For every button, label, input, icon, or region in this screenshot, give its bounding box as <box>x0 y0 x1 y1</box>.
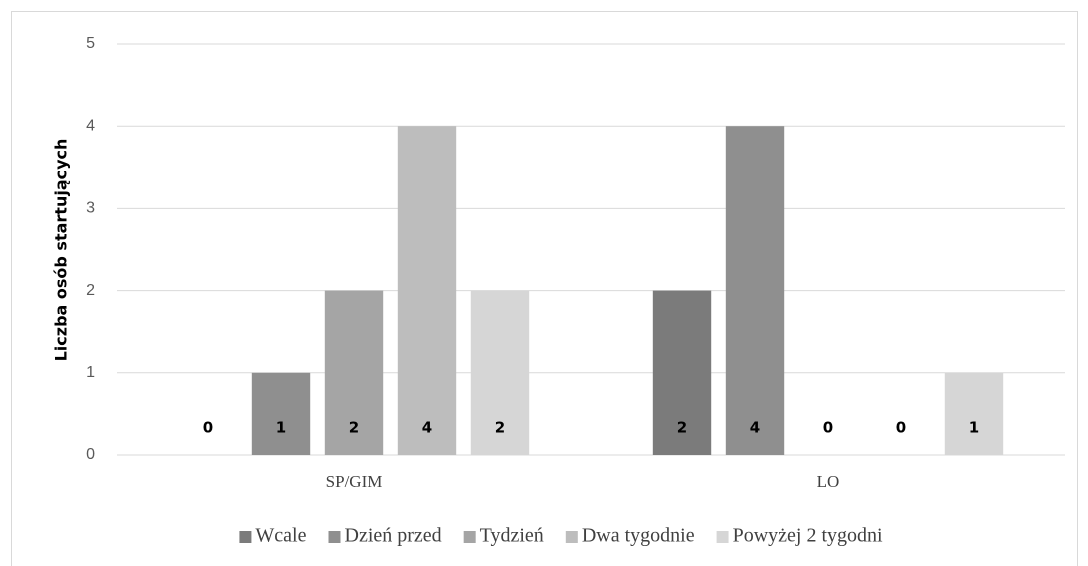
bar <box>251 372 311 455</box>
legend-swatch <box>565 531 578 543</box>
bar <box>725 126 785 455</box>
x-tick-label: LO <box>817 472 840 491</box>
data-label: 2 <box>677 419 687 437</box>
data-label: 2 <box>495 419 505 437</box>
y-axis-label: Liczba osób startujących <box>52 139 71 362</box>
data-label: 0 <box>823 419 833 437</box>
data-label: 1 <box>969 419 979 437</box>
bar <box>324 290 384 455</box>
y-tick-label: 2 <box>86 282 95 299</box>
data-label: 4 <box>422 419 432 437</box>
y-tick-label: 4 <box>86 117 95 134</box>
legend-swatch <box>328 531 341 543</box>
legend-label: Tydzień <box>480 525 544 547</box>
chart-border <box>11 11 1078 566</box>
data-label: 0 <box>896 419 906 437</box>
legend-swatch <box>716 531 729 543</box>
y-tick-label: 5 <box>86 35 95 52</box>
x-tick-label: SP/GIM <box>326 472 383 491</box>
bar <box>652 290 712 455</box>
bar <box>470 290 530 455</box>
y-tick-label: 1 <box>86 364 95 381</box>
legend-label: Powyżej 2 tygodni <box>733 525 883 547</box>
bar <box>944 372 1004 455</box>
data-label: 0 <box>203 419 213 437</box>
legend-label: Dzień przed <box>345 525 442 547</box>
y-tick-label: 0 <box>86 446 95 463</box>
bar <box>397 126 457 455</box>
legend-label: Wcale <box>255 525 306 547</box>
data-label: 1 <box>276 419 286 437</box>
legend-label: Dwa tygodnie <box>582 525 695 547</box>
y-tick-label: 3 <box>86 200 95 217</box>
data-label: 4 <box>750 419 760 437</box>
legend-swatch <box>463 531 476 543</box>
data-label: 2 <box>349 419 359 437</box>
legend-swatch <box>239 531 252 543</box>
